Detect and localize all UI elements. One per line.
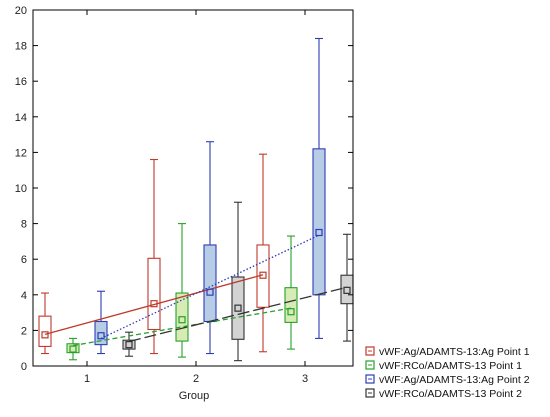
- y-tick-label: 6: [21, 254, 27, 266]
- y-tick-label: 20: [15, 5, 27, 17]
- x-tick-label: 2: [193, 373, 199, 385]
- box-iqr: [122, 339, 136, 350]
- trend-line-series-2: [72, 307, 292, 347]
- median-marker: [343, 286, 351, 294]
- box-iqr: [340, 274, 354, 305]
- box-3-group-3: [312, 37, 326, 339]
- y-tick-label: 2: [21, 325, 27, 337]
- legend-item-3: vWF:Ag/ADAMTS-13:Ag Point 2: [365, 374, 530, 386]
- y-tick-label: 18: [15, 41, 27, 53]
- legend-label: vWF:RCo/ADAMTS-13 Point 1: [379, 360, 522, 372]
- legend-swatch: [365, 388, 375, 398]
- legend-item-2: vWF:RCo/ADAMTS-13 Point 1: [365, 360, 522, 372]
- y-tick-label: 8: [21, 219, 27, 231]
- y-tick-label: 0: [21, 361, 27, 373]
- y-tick-label: 10: [15, 183, 27, 195]
- legend-swatch: [365, 346, 375, 356]
- y-tick-label: 4: [21, 290, 27, 302]
- box-1-group-2: [147, 158, 161, 355]
- y-tick-label: 12: [15, 147, 27, 159]
- x-tick-label: 1: [84, 373, 90, 385]
- median-marker: [97, 332, 105, 340]
- trend-line-series-1: [44, 274, 264, 336]
- legend-swatch: [365, 374, 375, 384]
- legend-item-4: vWF:RCo/ADAMTS-13 Point 2: [365, 388, 522, 400]
- median-marker: [150, 300, 158, 308]
- legend: vWF:Ag/ADAMTS-13:Ag Point 1 vWF:RCo/ADAMT…: [365, 346, 530, 400]
- legend-label: vWF:RCo/ADAMTS-13 Point 2: [379, 388, 522, 400]
- box-iqr: [147, 257, 161, 331]
- box-iqr: [231, 276, 245, 340]
- legend-swatch: [365, 360, 375, 370]
- y-tick-label: 16: [15, 76, 27, 88]
- median-marker: [234, 304, 242, 312]
- x-axis-title: Group: [179, 390, 210, 402]
- median-marker: [206, 288, 214, 296]
- median-marker: [259, 271, 267, 279]
- median-marker: [125, 341, 133, 349]
- box-iqr: [312, 148, 326, 296]
- legend-item-1: vWF:Ag/ADAMTS-13:Ag Point 1: [365, 346, 530, 358]
- median-marker: [69, 345, 77, 353]
- median-marker: [178, 316, 186, 324]
- median-marker: [41, 331, 49, 339]
- legend-label: vWF:Ag/ADAMTS-13:Ag Point 2: [379, 374, 530, 386]
- x-tick-label: 3: [302, 373, 308, 385]
- plot-background: [33, 10, 353, 366]
- box-4-group-2: [231, 201, 245, 362]
- trend-line-series-4: [128, 286, 348, 343]
- box-iqr: [284, 287, 298, 323]
- box-4-group-1: [122, 331, 136, 357]
- median-marker: [315, 228, 323, 237]
- legend-label: vWF:Ag/ADAMTS-13:Ag Point 1: [379, 346, 530, 358]
- box-iqr: [203, 244, 217, 323]
- y-tick-label: 14: [15, 112, 27, 124]
- median-marker: [287, 308, 295, 316]
